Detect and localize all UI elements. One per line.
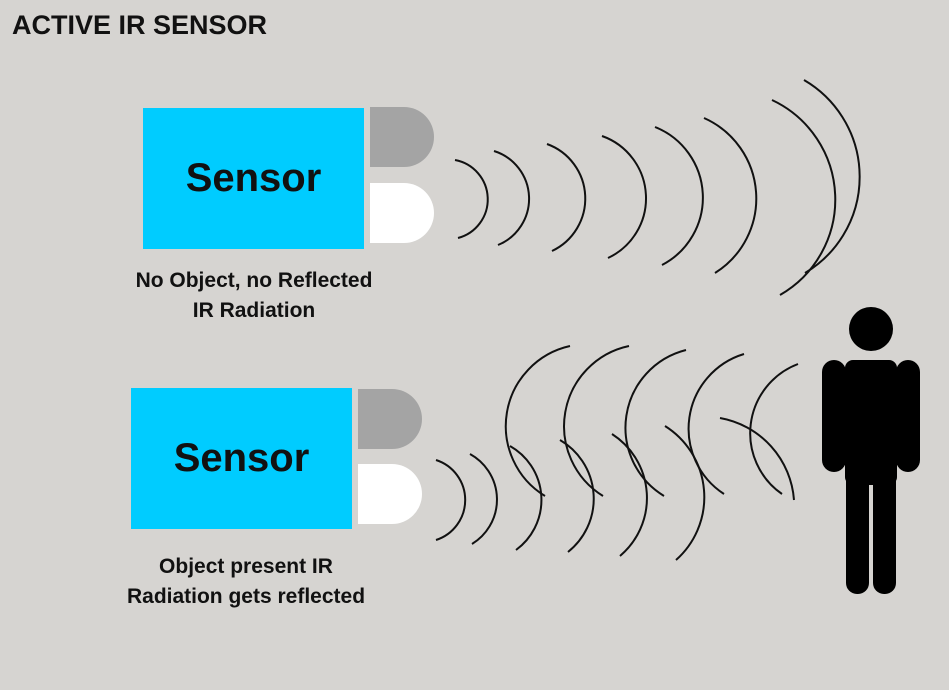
caption-bottom-line1: Object present IR xyxy=(159,555,333,578)
wave-bottom-7 xyxy=(719,417,795,501)
sensor-label-bottom: Sensor xyxy=(173,436,310,480)
wave-top-7 xyxy=(771,99,837,296)
emitted-waves-bottom xyxy=(435,417,795,561)
page-title: ACTIVE IR SENSOR xyxy=(12,10,268,40)
wave-top-1 xyxy=(454,159,489,239)
wave-bottom-6 xyxy=(664,425,706,561)
sensor-box-top: Sensor xyxy=(143,108,364,249)
person-head xyxy=(849,307,893,351)
wave-bottom-4 xyxy=(559,439,595,553)
wave-bottom-1 xyxy=(435,459,467,541)
wave-top-2 xyxy=(493,150,531,246)
emitted-waves-top xyxy=(454,79,861,296)
person-leg-right xyxy=(873,470,896,594)
ir-emitter-top xyxy=(370,107,434,167)
person-icon xyxy=(822,307,920,594)
wave-bottom-3 xyxy=(509,445,543,551)
caption-bottom-line2: Radiation gets reflected xyxy=(126,585,366,608)
sensor-box-bottom: Sensor xyxy=(131,388,352,529)
sensor-label-top: Sensor xyxy=(185,156,322,200)
wave-bottom-5 xyxy=(611,433,648,557)
wave-top-4 xyxy=(601,135,647,259)
wave-top-3 xyxy=(546,143,587,252)
caption-top: No Object, no Reflected IR Radiation xyxy=(104,266,404,326)
reflected-wave-4 xyxy=(687,353,745,495)
ir-receiver-top xyxy=(370,183,434,243)
reflected-waves xyxy=(504,345,799,497)
caption-top-line1: No Object, no Reflected xyxy=(135,269,373,292)
caption-bottom: Object present IR Radiation gets reflect… xyxy=(96,552,396,612)
reflected-wave-5 xyxy=(749,363,799,495)
wave-top-8 xyxy=(803,79,861,274)
reflected-wave-1 xyxy=(504,345,571,497)
person-leg-left xyxy=(846,470,869,594)
person-arm-left xyxy=(822,360,846,472)
person-arm-right xyxy=(896,360,920,472)
wave-top-5 xyxy=(654,126,704,266)
wave-bottom-2 xyxy=(469,453,498,545)
caption-top-line2: IR Radiation xyxy=(192,299,316,322)
person-torso xyxy=(845,360,897,485)
ir-emitter-bottom xyxy=(358,389,422,449)
wave-top-6 xyxy=(703,117,758,274)
reflected-wave-2 xyxy=(563,345,630,497)
ir-receiver-bottom xyxy=(358,464,422,524)
reflected-wave-3 xyxy=(624,349,687,497)
